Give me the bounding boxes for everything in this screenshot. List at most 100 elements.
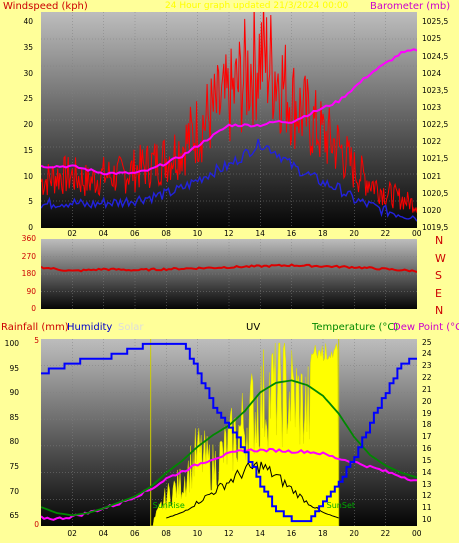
time-tick: 10 [192,529,203,538]
rainfall-title: Rainfall (mm) [1,322,69,333]
temperature-tick: 20 [422,396,432,406]
temperature-tick: 16 [422,444,432,454]
wind-direction-series-line [41,263,417,273]
temperature-tick: 23 [422,361,432,371]
barometer-tick: 1022,5 [422,120,449,130]
time-tick: 12 [224,529,234,538]
barometer-tick: 1020 [422,205,442,215]
humidity-tick: 95 [9,363,19,373]
wind-direction-svg [41,239,417,309]
barometer-tick: 1020,5 [422,188,449,198]
temperature-tick: 11 [422,503,432,513]
time-tick: 08 [161,529,171,538]
uv-title: UV [246,322,261,333]
compass-label: E [435,286,442,300]
humidity-tick: 70 [9,486,19,496]
compass-label: W [435,251,446,265]
time-tick: 14 [255,529,265,538]
time-tick: 16 [286,529,297,538]
time-tick: 14 [255,229,265,238]
compass-label: N [435,234,444,247]
uv-series-line [166,461,339,519]
temperature-tick: 17 [422,432,432,442]
time-tick: 00 [412,229,422,238]
solar-title: Solar [118,322,144,333]
average-wind-series-line [41,138,417,222]
wind-direction-chart [41,239,417,309]
time-tick: 08 [161,229,171,238]
temperature-tick: 13 [422,479,432,489]
barometer-tick: 1024,5 [422,51,449,61]
compass-label: N [435,304,444,317]
barometer-tick: 1021,5 [422,154,449,164]
time-tick: 18 [318,229,328,238]
time-tick: 22 [380,229,391,238]
temperature-tick: 18 [422,420,432,430]
barometer-title: Barometer (mb) [370,1,451,12]
plot-background [41,239,417,309]
sunset-label: SunSet [327,501,355,510]
time-tick: 20 [349,529,359,538]
windspeed-title: Windspeed (kph) [3,1,88,12]
temperature-tick: 10 [422,515,432,525]
temperature-tick: 22 [422,373,432,383]
barometer-tick: 1019,5 [422,223,449,232]
temperature-tick: 19 [422,408,432,418]
barometer-tick: 1023,5 [422,85,449,95]
time-tick: 06 [130,229,140,238]
time-tick: 16 [286,229,297,238]
time-tick: 00 [412,529,422,538]
barometer-tick: 1021 [422,171,442,181]
temp-humidity-chart: SunRise SunSet [41,339,417,526]
time-tick: 20 [349,229,359,238]
humidity-tick: 75 [9,461,19,471]
humidity-tick: 90 [9,388,19,398]
temperature-tick: 12 [422,491,432,501]
time-tick: 12 [224,229,234,238]
windspeed-tick: 20 [23,120,33,130]
humidity-series-line [41,342,417,523]
windspeed-tick: 40 [23,17,33,27]
temperature-title: Temperature (°C) [312,322,399,333]
compass-label: S [435,269,442,282]
barometer-series-line [41,48,417,176]
windspeed-tick: 30 [23,68,33,78]
temperature-tick: 25 [422,337,432,347]
humidity-tick: 85 [9,412,19,422]
graph-updated-title: 24 Hour graph updated 21/3/2024 00:00 [165,1,349,11]
time-tick: 06 [130,529,140,538]
direction-tick: 180 [21,269,36,278]
direction-tick: 90 [26,286,36,296]
windspeed-tick: 10 [23,171,33,181]
windspeed-tick: 5 [28,197,33,207]
wind-barometer-svg [41,12,417,228]
windspeed-tick: 15 [23,145,33,155]
windspeed-tick: 0 [28,223,33,232]
barometer-tick: 1022 [422,137,442,147]
windspeed-tick: 35 [23,43,33,52]
wind-barometer-chart [41,12,417,228]
barometer-tick: 1023 [422,103,442,112]
temperature-tick: 14 [422,467,432,477]
windspeed-tick: 25 [23,94,33,104]
time-tick: 04 [98,529,109,538]
rainfall-tick: 0 [34,520,39,529]
temperature-tick: 21 [422,384,432,394]
humidity-title: Humidity [67,322,113,333]
time-tick: 04 [98,229,109,238]
temperature-tick: 24 [422,349,432,359]
rainfall-tick: 5 [34,336,39,345]
humidity-tick: 65 [9,511,19,521]
time-tick: 18 [318,529,328,538]
gust-series-line [41,12,417,213]
barometer-tick: 1025 [422,34,442,44]
direction-tick: 270 [21,251,36,261]
time-tick: 02 [67,529,77,538]
dewpoint-title: Dew Point (°C) [393,322,459,333]
barometer-tick: 1025,5 [422,17,449,27]
direction-tick: 360 [21,234,36,243]
time-tick: 10 [192,229,203,238]
humidity-tick: 100 [4,338,19,348]
humidity-tick: 80 [9,437,19,447]
temp-humidity-svg: SunRise SunSet [41,339,417,526]
